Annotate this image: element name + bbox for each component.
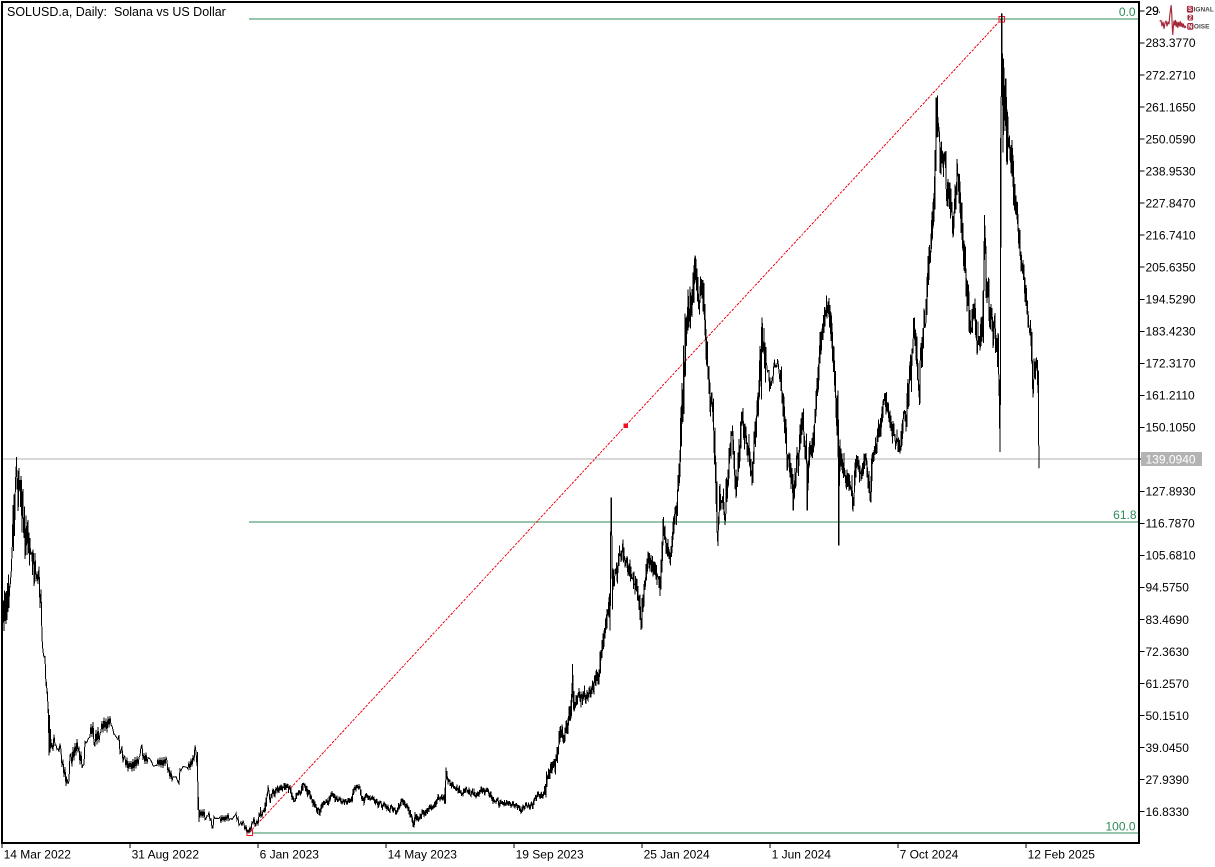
svg-text:161.2110: 161.2110: [1146, 389, 1195, 403]
svg-text:50.1510: 50.1510: [1146, 709, 1190, 723]
svg-text:31 Aug 2022: 31 Aug 2022: [132, 848, 200, 862]
svg-text:72.3630: 72.3630: [1146, 645, 1190, 659]
svg-text:205.6350: 205.6350: [1146, 260, 1196, 274]
svg-text:127.8930: 127.8930: [1146, 485, 1196, 499]
svg-text:IGNAL: IGNAL: [1194, 6, 1214, 13]
svg-text:283.3770: 283.3770: [1146, 36, 1196, 50]
svg-text:183.4230: 183.4230: [1146, 325, 1196, 339]
svg-text:12 Feb 2025: 12 Feb 2025: [1028, 848, 1096, 862]
svg-text:238.9530: 238.9530: [1146, 164, 1196, 178]
svg-text:116.7870: 116.7870: [1146, 517, 1195, 531]
svg-text:N: N: [1188, 24, 1192, 30]
svg-text:6 Jan 2023: 6 Jan 2023: [260, 848, 320, 862]
svg-text:25 Jan 2024: 25 Jan 2024: [644, 848, 710, 862]
svg-text:61.2570: 61.2570: [1146, 677, 1190, 691]
svg-text:SOLUSD.a, Daily: Solana vs US: SOLUSD.a, Daily: Solana vs US Dollar: [7, 5, 226, 19]
svg-text:0.0: 0.0: [1119, 5, 1136, 19]
svg-text:94.5750: 94.5750: [1146, 581, 1190, 595]
svg-text:216.7410: 216.7410: [1146, 228, 1196, 242]
svg-text:14 May 2023: 14 May 2023: [388, 848, 458, 862]
svg-text:19 Sep 2023: 19 Sep 2023: [516, 848, 584, 862]
svg-text:250.0590: 250.0590: [1146, 132, 1196, 146]
svg-text:105.6810: 105.6810: [1146, 549, 1196, 563]
svg-text:2: 2: [1189, 16, 1193, 22]
svg-text:261.1650: 261.1650: [1146, 100, 1196, 114]
svg-text:172.3170: 172.3170: [1146, 357, 1196, 371]
svg-text:14 Mar 2022: 14 Mar 2022: [4, 848, 72, 862]
svg-text:S: S: [1188, 7, 1192, 13]
svg-text:27.9390: 27.9390: [1146, 773, 1190, 787]
svg-text:7 Oct 2024: 7 Oct 2024: [900, 848, 959, 862]
svg-text:83.4690: 83.4690: [1146, 613, 1190, 627]
svg-text:1 Jun 2024: 1 Jun 2024: [772, 848, 832, 862]
svg-text:272.2710: 272.2710: [1146, 68, 1196, 82]
svg-text:OISE: OISE: [1194, 23, 1210, 30]
svg-text:194.5290: 194.5290: [1146, 293, 1196, 307]
svg-text:100.0: 100.0: [1105, 820, 1135, 834]
svg-text:16.8330: 16.8330: [1146, 805, 1190, 819]
svg-text:61.8: 61.8: [1113, 508, 1137, 522]
svg-text:139.0940: 139.0940: [1146, 452, 1196, 466]
svg-text:150.1050: 150.1050: [1146, 421, 1196, 435]
svg-text:227.8470: 227.8470: [1146, 196, 1196, 210]
svg-text:39.0450: 39.0450: [1146, 741, 1190, 755]
